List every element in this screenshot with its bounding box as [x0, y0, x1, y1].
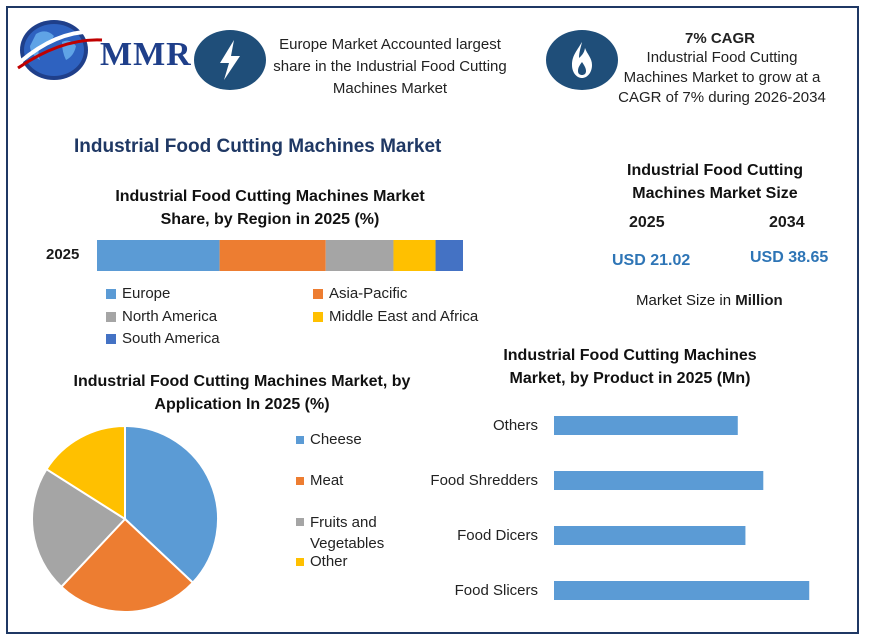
- region-bar-segment-europe: [97, 240, 220, 271]
- market-size-title: Industrial Food Cutting Machines Market …: [627, 162, 803, 202]
- market-size-unit: Market Size in Million: [636, 292, 783, 309]
- mmr-logo: MMR: [14, 12, 191, 84]
- market-size-year-2025: 2025: [629, 214, 665, 231]
- pie-slice-fruits-and-vegetables: [31, 467, 127, 589]
- europe-callout-text: Europe Market Accounted largest share in…: [273, 36, 507, 97]
- legend-cheese: Cheese: [296, 431, 362, 448]
- application-chart-title: Industrial Food Cutting Machines Market,…: [73, 373, 411, 413]
- product-bar-food-shredders: [554, 471, 764, 490]
- legend-other-label: Other: [310, 553, 348, 570]
- legend-swatch-middle-east-africa: [313, 312, 323, 323]
- legend-cheese-label: Cheese: [310, 431, 362, 448]
- legend-south-america-label: South America: [122, 330, 220, 347]
- market-size-value-2034: USD 38.65: [750, 249, 829, 266]
- legend-asia-pacific-label: Asia-Pacific: [329, 285, 408, 302]
- legend-meat-label: Meat: [310, 472, 344, 489]
- product-label-food-slicers: Food Slicers: [454, 582, 538, 599]
- cagr-text: Industrial Food Cutting Machines Market …: [618, 49, 826, 106]
- market-size-unit-prefix: Market Size in: [636, 292, 736, 309]
- product-label-food-dicers: Food Dicers: [457, 527, 538, 544]
- region-bar-year-label: 2025: [46, 246, 80, 263]
- product-chart-title: Industrial Food Cutting Machines Market,…: [503, 347, 757, 387]
- pie-slice-other: [45, 424, 126, 521]
- legend-swatch-south-america: [106, 334, 116, 345]
- globe-icon: [17, 20, 103, 80]
- application-pie-chart: [31, 424, 219, 613]
- legend-north-america: North America: [106, 308, 217, 325]
- legend-swatch-north-america: [106, 312, 116, 323]
- product-bar-chart: [554, 416, 810, 600]
- product-label-others: Others: [492, 417, 538, 434]
- infographic-frame: [6, 6, 859, 634]
- region-chart-title: Industrial Food Cutting Machines Market …: [115, 188, 425, 228]
- region-stacked-bar: [97, 240, 463, 271]
- main-title: Industrial Food Cutting Machines Market: [74, 136, 442, 157]
- legend-south-america: South America: [106, 330, 220, 347]
- market-size-unit-bold: Million: [735, 292, 783, 309]
- market-size-year-2034: 2034: [769, 214, 805, 231]
- region-bar-segment-south-america: [435, 240, 463, 271]
- legend-fruits-vegetables: Fruits and Vegetables: [296, 512, 406, 554]
- cagr-title: 7% CAGR: [684, 30, 755, 47]
- legend-other: Other: [296, 553, 348, 570]
- legend-swatch-cheese: [296, 436, 304, 445]
- region-bar-segment-north-america: [325, 240, 394, 271]
- legend-europe: Europe: [106, 285, 170, 302]
- legend-meat: Meat: [296, 472, 343, 489]
- product-bar-food-slicers: [554, 581, 810, 600]
- legend-swatch-meat: [296, 477, 304, 486]
- legend-europe-label: Europe: [122, 285, 171, 302]
- legend-middle-east-africa-label: Middle East and Africa: [329, 308, 479, 325]
- legend-swatch-asia-pacific: [313, 289, 323, 300]
- region-bar-segment-middle-east-and-africa: [393, 240, 436, 271]
- legend-middle-east-africa: Middle East and Africa: [313, 308, 478, 325]
- product-label-food-shredders: Food Shredders: [430, 472, 538, 489]
- pie-slice-meat: [59, 517, 195, 613]
- legend-swatch-europe: [106, 289, 116, 300]
- legend-asia-pacific: Asia-Pacific: [313, 285, 407, 302]
- legend-fruits-vegetables-label: Fruits and Vegetables: [310, 514, 385, 552]
- product-bar-others: [554, 416, 738, 435]
- product-bar-food-dicers: [554, 526, 746, 545]
- legend-north-america-label: North America: [122, 308, 218, 325]
- logo-text: MMR: [100, 36, 192, 73]
- legend-swatch-other: [296, 558, 304, 567]
- flame-icon: [546, 30, 618, 90]
- lightning-icon: [194, 30, 266, 90]
- region-bar-segment-asia-pacific: [219, 240, 326, 271]
- pie-slice-cheese: [124, 424, 219, 585]
- legend-swatch-fruits-vegetables: [296, 518, 304, 526]
- market-size-value-2025: USD 21.02: [612, 252, 691, 269]
